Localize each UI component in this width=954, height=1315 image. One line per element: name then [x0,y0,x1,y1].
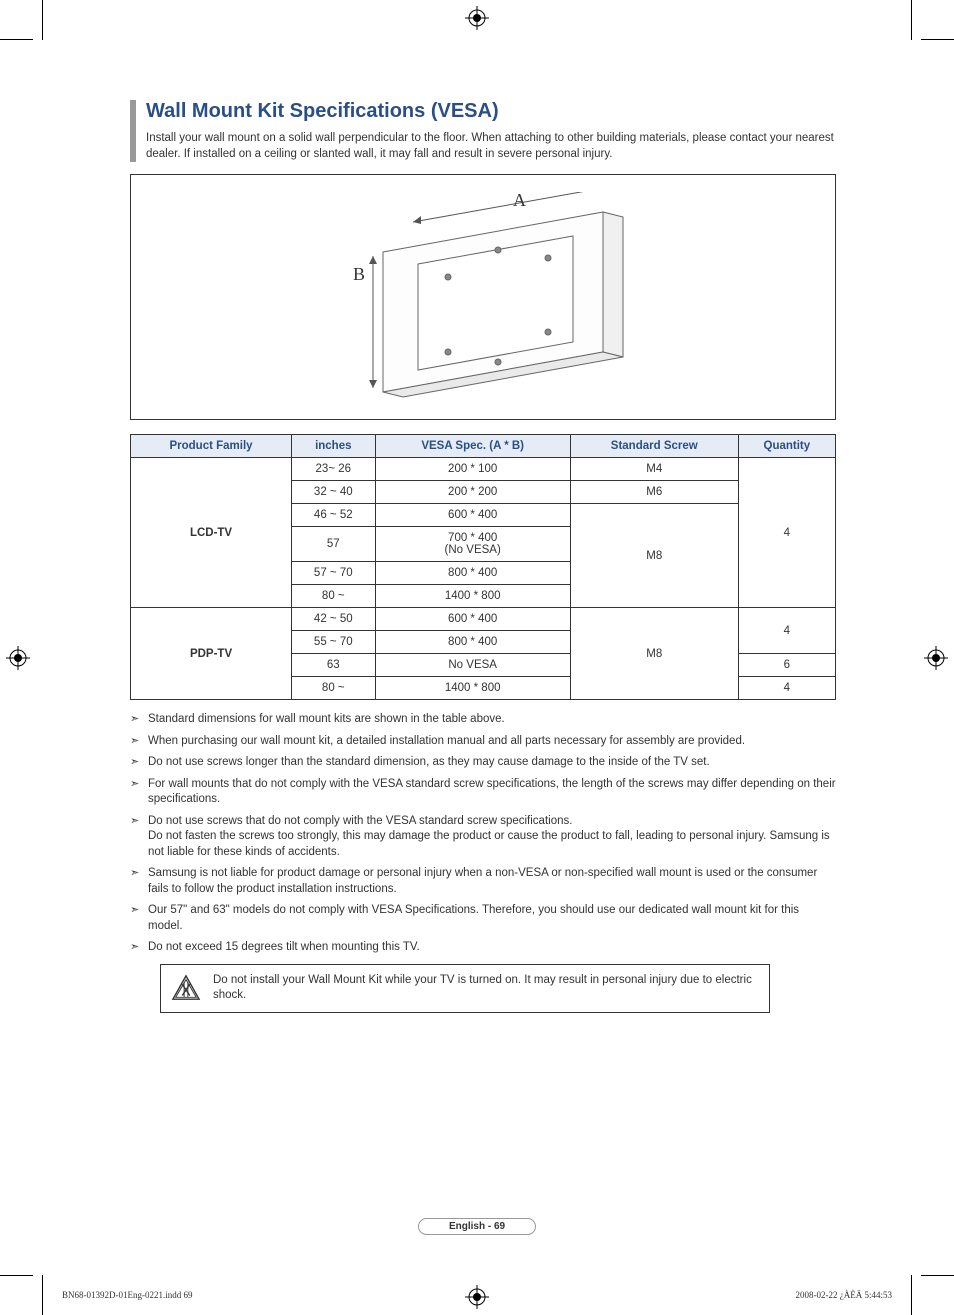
crop-mark [911,1275,912,1315]
page-footer: English - 69 [0,1216,954,1235]
table-row: PDP-TV 42 ~ 50 600 * 400 M8 4 [131,608,836,631]
registration-mark-icon [6,646,30,670]
note-item: Standard dimensions for wall mount kits … [130,712,836,728]
cell-inches: 80 ~ [292,585,375,608]
cell-qty: 4 [738,608,835,654]
crop-mark [42,0,43,40]
note-item: Do not use screws longer than the standa… [130,755,836,771]
col-screw: Standard Screw [570,435,738,458]
cell-qty: 4 [738,677,835,700]
cell-vesa: 1400 * 800 [375,585,570,608]
cell-vesa: 200 * 100 [375,458,570,481]
registration-mark-icon [924,646,948,670]
cell-inches: 23~ 26 [292,458,375,481]
cell-inches: 42 ~ 50 [292,608,375,631]
cell-family-pdp: PDP-TV [131,608,292,700]
cell-screw-m8: M8 [570,504,738,608]
col-quantity: Quantity [738,435,835,458]
warning-icon [171,974,201,1002]
registration-mark-icon [465,1285,489,1309]
cell-inches: 57 [292,527,375,562]
cell-vesa: 200 * 200 [375,481,570,504]
crop-mark [0,39,33,40]
cell-vesa: 800 * 400 [375,631,570,654]
warning-text: Do not install your Wall Mount Kit while… [213,973,759,1004]
figure-label-b: B [353,264,365,284]
cell-inches: 80 ~ [292,677,375,700]
note-item: For wall mounts that do not comply with … [130,777,836,808]
title-block: Wall Mount Kit Specifications (VESA) Ins… [130,100,836,162]
cell-vesa: 600 * 400 [375,504,570,527]
note-item: Our 57" and 63" models do not comply wit… [130,903,836,934]
col-inches: inches [292,435,375,458]
cell-inches: 57 ~ 70 [292,562,375,585]
mount-diagram-svg: A B [303,192,663,402]
cell-inches: 63 [292,654,375,677]
cell-family-lcd: LCD-TV [131,458,292,608]
col-vesa: VESA Spec. (A * B) [375,435,570,458]
note-item: When purchasing our wall mount kit, a de… [130,734,836,750]
page-content: Wall Mount Kit Specifications (VESA) Ins… [130,100,836,1013]
note-item: Do not exceed 15 degrees tilt when mount… [130,940,836,956]
cell-screw-m8: M8 [570,608,738,700]
cell-vesa: 1400 * 800 [375,677,570,700]
intro-text: Install your wall mount on a solid wall … [146,131,836,162]
cell-vesa: No VESA [375,654,570,677]
vesa-diagram: A B [130,174,836,420]
spec-table: Product Family inches VESA Spec. (A * B)… [130,434,836,700]
table-row: LCD-TV 23~ 26 200 * 100 M4 4 [131,458,836,481]
note-item: Samsung is not liable for product damage… [130,866,836,897]
crop-mark [0,1275,33,1276]
cell-vesa: 700 * 400 (No VESA) [375,527,570,562]
cell-screw: M4 [570,458,738,481]
cell-qty: 6 [738,654,835,677]
notes-list: Standard dimensions for wall mount kits … [130,712,836,956]
crop-mark [42,1275,43,1315]
warning-callout: Do not install your Wall Mount Kit while… [160,964,770,1013]
document-timestamp: 2008-02-22 ¿ÀÈÄ 5:44:53 [796,1290,893,1300]
document-path: BN68-01392D-01Eng-0221.indd 69 [62,1290,193,1300]
cell-qty: 4 [738,458,835,608]
registration-mark-icon [465,6,489,30]
cell-vesa: 800 * 400 [375,562,570,585]
cell-vesa: 600 * 400 [375,608,570,631]
col-product-family: Product Family [131,435,292,458]
page-title: Wall Mount Kit Specifications (VESA) [146,100,836,123]
page-number-pill: English - 69 [418,1218,536,1235]
crop-mark [921,1275,954,1276]
crop-mark [911,0,912,40]
cell-inches: 55 ~ 70 [292,631,375,654]
cell-inches: 46 ~ 52 [292,504,375,527]
figure-label-a: A [513,192,526,210]
crop-mark [921,39,954,40]
cell-inches: 32 ~ 40 [292,481,375,504]
note-item: Do not use screws that do not comply wit… [130,814,836,861]
cell-screw: M6 [570,481,738,504]
